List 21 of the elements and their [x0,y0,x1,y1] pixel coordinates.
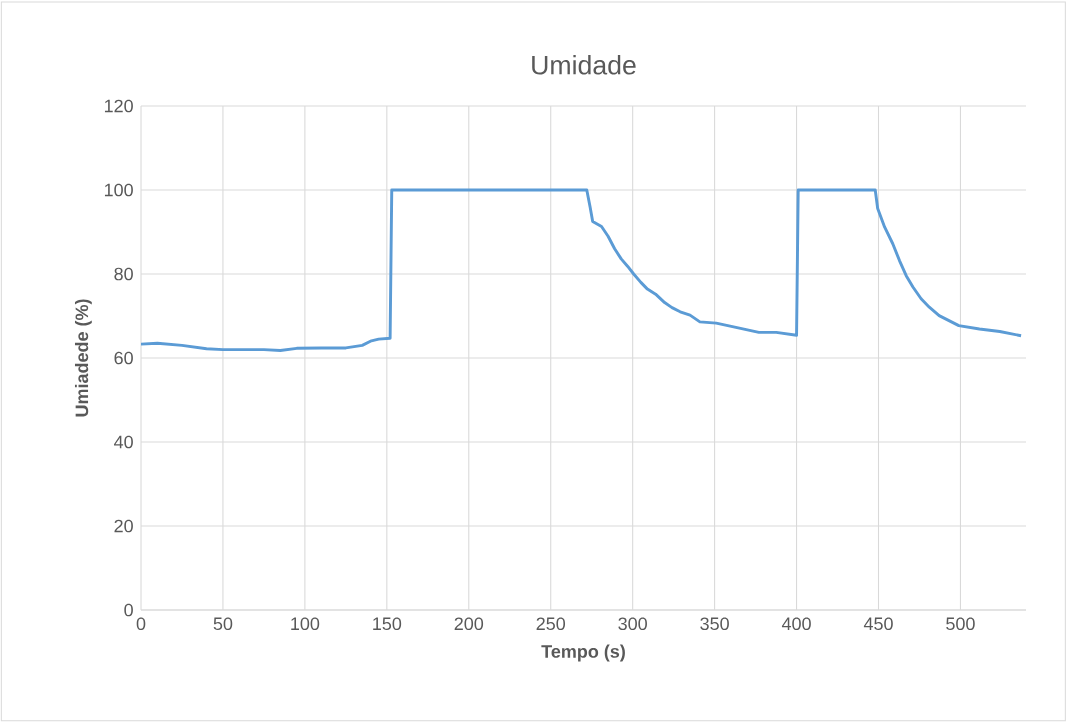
x-tick-label: 300 [618,617,647,631]
y-tick-label: 80 [114,267,133,281]
x-tick-label: 200 [454,617,484,631]
chart-title: Umidade [532,55,636,75]
x-tick-label: 350 [700,617,729,631]
x-tick-label: 500 [946,617,975,631]
y-tick-label: 40 [114,435,133,449]
x-tick-label: 250 [536,617,566,631]
x-axis-title: Tempo (s) [541,644,625,662]
y-tick-label: 0 [124,603,133,617]
x-tick-label: 100 [291,617,320,631]
y-axis-title: Umiadede (%) [74,299,92,417]
x-tick-label: 50 [213,617,233,631]
y-tick-label: 100 [104,183,133,197]
y-tick-label: 20 [114,519,133,533]
x-tick-label: 400 [781,617,811,631]
y-tick-label: 60 [114,351,133,365]
x-tick-label: 150 [373,617,402,631]
y-tick-label: 120 [104,99,133,113]
x-tick-label: 0 [136,617,146,631]
x-tick-label: 450 [863,617,893,631]
